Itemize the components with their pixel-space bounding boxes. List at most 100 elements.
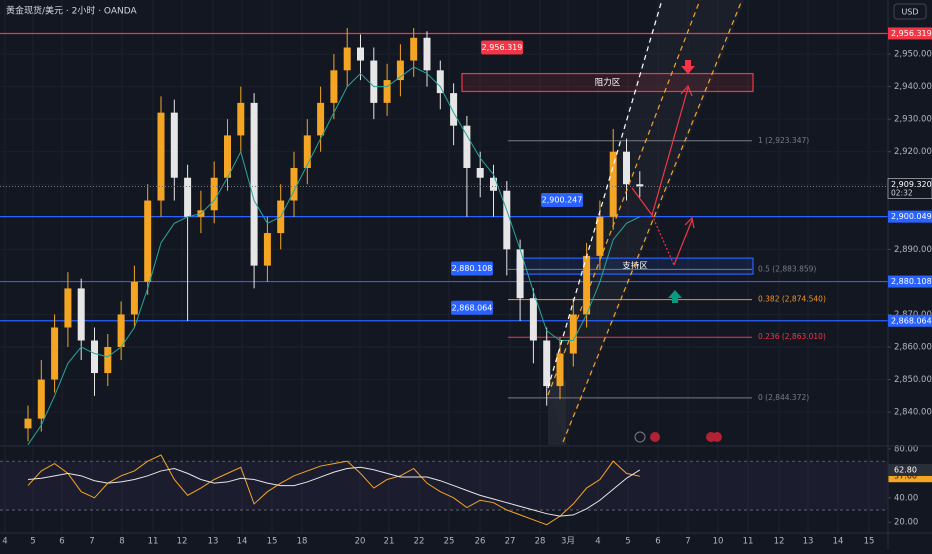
- candle-body: [609, 151, 617, 217]
- zone: [461, 72, 754, 93]
- channel-fill: [548, 0, 745, 440]
- x-tick-label: 14: [237, 537, 248, 547]
- price-tag-label: 2,956.319: [891, 29, 932, 38]
- candle-body: [503, 190, 511, 250]
- candle-body: [636, 184, 644, 187]
- moving-average: [27, 66, 641, 445]
- y-tick-label: 2,930.000: [894, 115, 932, 125]
- candle-body: [51, 327, 59, 380]
- candle-body: [37, 379, 45, 419]
- price-tag-label: 2,880.108: [891, 277, 932, 286]
- candle-body: [250, 102, 258, 266]
- candle-body: [317, 102, 325, 136]
- callout: [541, 192, 583, 207]
- channel-line: [547, 0, 701, 396]
- x-tick-label: 11: [148, 537, 159, 547]
- rsi-tag: [888, 463, 932, 476]
- x-tick-label: 10: [713, 537, 724, 547]
- x-tick-label: 11: [743, 537, 754, 547]
- x-tick-label: 20: [355, 537, 366, 547]
- y-tick-label: 2,940.000: [894, 82, 932, 92]
- y-tick-label: 2,950.000: [894, 50, 932, 60]
- candle-body: [237, 102, 245, 136]
- rsi-band-fill: [0, 461, 888, 511]
- x-tick-label: 27: [505, 537, 516, 547]
- candle-body: [263, 233, 271, 266]
- candle-body: [423, 37, 431, 71]
- last-price-tag: [887, 178, 932, 199]
- candle-body: [396, 60, 404, 81]
- last-price-label: 2,909.320: [891, 180, 932, 189]
- candle-body: [303, 135, 311, 168]
- price-tag: [888, 27, 932, 40]
- candle-body: [104, 347, 112, 374]
- x-tick-label: 12: [774, 537, 785, 547]
- y-tick-label: 2,850.000: [894, 375, 932, 385]
- callout-label: 2,956.319: [482, 43, 523, 52]
- candle-body: [77, 288, 85, 341]
- candle-body: [117, 314, 125, 348]
- fib-label: 1 (2,923.347): [758, 136, 809, 145]
- x-tick-label: 26: [475, 537, 486, 547]
- candle-body: [529, 298, 537, 341]
- zone-label: 阻力区: [595, 77, 621, 88]
- down-arrow-icon: [681, 60, 695, 74]
- x-tick-label: 13: [803, 537, 814, 547]
- channel-line: [547, 0, 663, 389]
- candle-body: [210, 177, 218, 211]
- forecast-dotted: [651, 214, 675, 266]
- x-tick-label: 12: [177, 537, 188, 547]
- candle-body: [623, 151, 630, 185]
- x-tick-label: 4: [2, 537, 7, 547]
- candle-body: [290, 167, 298, 201]
- symbol-title: 黄金现货/美元 · 2小时 · OANDA: [6, 5, 138, 17]
- x-tick-label: 5: [625, 537, 630, 547]
- currency: USD: [901, 8, 918, 17]
- x-tick-label: 6: [59, 537, 64, 547]
- candle-body: [24, 418, 32, 429]
- countdown: 02:32: [891, 188, 913, 197]
- candle-body: [224, 135, 231, 178]
- price-tag: [888, 314, 932, 327]
- range-box: [548, 380, 566, 445]
- forecast-arrow: [673, 219, 693, 266]
- event-flag[interactable]: [650, 432, 660, 442]
- x-tick-label: 28: [535, 537, 546, 547]
- x-tick-label: 18: [297, 537, 308, 547]
- candle-body: [91, 340, 98, 374]
- event-flag[interactable]: [712, 432, 722, 442]
- candle-body: [383, 80, 391, 103]
- callout-label: 2,880.108: [452, 264, 493, 273]
- candle-body: [490, 177, 497, 191]
- y-tick-label: 80.00: [894, 444, 918, 454]
- candle-layer: [0, 27, 888, 445]
- price-tag: [888, 275, 932, 288]
- y-tick-label: 2,840.000: [894, 408, 932, 418]
- candle-body: [463, 125, 471, 168]
- fib-label: 0.236 (2,863.010): [758, 332, 826, 341]
- arrow-head: [680, 84, 693, 97]
- candle-body: [583, 255, 591, 315]
- currency-box[interactable]: [893, 3, 927, 20]
- x-tick-label: 22: [414, 537, 425, 547]
- x-tick-label: 7: [685, 537, 690, 547]
- event-icon[interactable]: [634, 431, 646, 443]
- callout-label: 2,868.064: [452, 303, 493, 312]
- x-tick-label: 13: [208, 537, 219, 547]
- rsi-line: [27, 454, 640, 526]
- arrow-head: [684, 216, 695, 229]
- y-tick-label: 2,890.000: [894, 245, 932, 255]
- callout: [481, 40, 523, 55]
- candle-body: [130, 281, 138, 315]
- candle-body: [170, 112, 178, 178]
- x-tick-label: 21: [384, 537, 395, 547]
- fib-label: 0.5 (2,883.859): [758, 264, 816, 273]
- y-tick-label: 40.00: [894, 493, 918, 503]
- x-tick-label: 7: [89, 537, 94, 547]
- x-tick-label: 15: [267, 537, 278, 547]
- x-tick-label: 8: [119, 537, 124, 547]
- candle-body: [357, 47, 364, 61]
